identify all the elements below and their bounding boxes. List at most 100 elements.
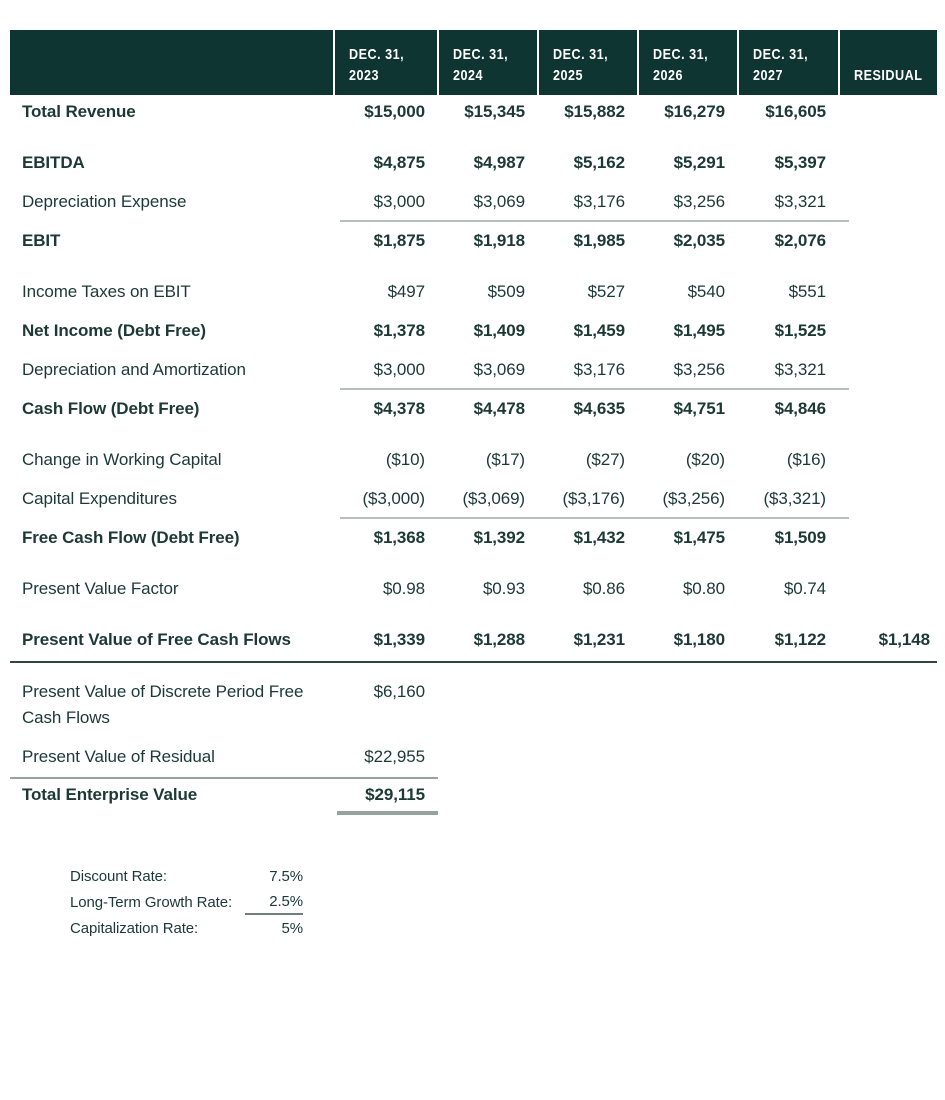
- row-label: Total Revenue: [22, 102, 136, 121]
- total-enterprise-value-row: Total Enterprise Value $29,115: [10, 782, 937, 808]
- cell-2026: $1,475: [673, 528, 726, 547]
- cell-2026: $3,256: [673, 192, 726, 211]
- cell-2027: $0.74: [783, 579, 826, 598]
- cell-2024: $0.93: [482, 579, 525, 598]
- total-rule: [10, 777, 438, 779]
- total-enterprise-value-label: Total Enterprise Value: [22, 785, 198, 804]
- row-label: EBITDA: [22, 153, 85, 172]
- cell-2025: ($3,176): [562, 489, 625, 508]
- cell-2025: $1,231: [573, 630, 626, 649]
- summary-row-value: $22,955: [364, 747, 425, 766]
- cell-2027: ($16): [786, 450, 826, 469]
- column-header-date-line2: 2025: [553, 67, 584, 84]
- table-row: Free Cash Flow (Debt Free) $1,368 $1,392…: [10, 517, 937, 551]
- cell-2023: $4,378: [373, 399, 426, 418]
- cell-2025: $4,635: [573, 399, 626, 418]
- cell-2027: $1,122: [774, 630, 827, 649]
- cell-2026: ($3,256): [662, 489, 725, 508]
- column-header-date: DEC. 31, 2024: [437, 30, 537, 95]
- cell-2027: $3,321: [774, 192, 827, 211]
- column-header-date-line2: 2024: [453, 67, 484, 84]
- row-label: Cash Flow (Debt Free): [22, 399, 200, 418]
- table-header-row: DEC. 31, 2023 DEC. 31, 2024 DEC. 31, 202…: [10, 30, 937, 95]
- dcf-valuation-page: DEC. 31, 2023 DEC. 31, 2024 DEC. 31, 202…: [10, 30, 937, 941]
- table-row: Depreciation and Amortization $3,000 $3,…: [10, 357, 937, 383]
- column-header-date: DEC. 31, 2023: [333, 30, 437, 95]
- table-row: Depreciation Expense $3,000 $3,069 $3,17…: [10, 189, 937, 215]
- cell-2023: $497: [387, 282, 426, 301]
- cell-2025: $1,459: [573, 321, 626, 340]
- cell-2026: $540: [687, 282, 726, 301]
- table-row: EBIT $1,875 $1,918 $1,985 $2,035 $2,076: [10, 220, 937, 254]
- row-label: Free Cash Flow (Debt Free): [22, 528, 240, 547]
- cell-2025: $3,176: [573, 360, 626, 379]
- cell-2024: $1,392: [473, 528, 526, 547]
- column-header-date-line1: DEC. 31,: [453, 46, 509, 63]
- column-header-date: DEC. 31, 2026: [637, 30, 737, 95]
- cell-2023: $15,000: [364, 102, 425, 121]
- cell-2023: $4,875: [373, 153, 426, 172]
- cell-2024: $4,478: [473, 399, 526, 418]
- column-header-date-text: DEC. 31, 2025: [553, 44, 624, 86]
- column-header-date-text: DEC. 31, 2026: [653, 44, 724, 86]
- cell-2025: $0.86: [582, 579, 625, 598]
- cell-2025: $5,162: [573, 153, 626, 172]
- row-label: Present Value of Free Cash Flows: [22, 630, 291, 649]
- assumption-value: 7.5%: [269, 867, 303, 885]
- cell-2023: ($3,000): [362, 489, 425, 508]
- cell-2027: $4,846: [774, 399, 827, 418]
- cell-2027: $1,509: [774, 528, 827, 547]
- table-row: Net Income (Debt Free) $1,378 $1,409 $1,…: [10, 318, 937, 344]
- summary-row: Present Value of Discrete Period Free Ca…: [10, 679, 937, 731]
- cell-residual: $1,148: [878, 630, 931, 649]
- column-header-empty: [10, 30, 333, 95]
- cell-2023: $3,000: [373, 192, 426, 211]
- column-header-residual-text: RESIDUAL: [854, 67, 923, 84]
- cell-2024: $1,918: [473, 231, 526, 250]
- cell-2025: ($27): [585, 450, 625, 469]
- column-header-date-line1: DEC. 31,: [553, 46, 609, 63]
- cell-2024: $3,069: [473, 192, 526, 211]
- table-row: Total Revenue $15,000 $15,345 $15,882 $1…: [10, 99, 937, 125]
- column-header-date-line2: 2027: [753, 67, 784, 84]
- cell-2024: $4,987: [473, 153, 526, 172]
- cell-2023: $1,875: [373, 231, 426, 250]
- cell-2024: ($3,069): [462, 489, 525, 508]
- assumption-row: Discount Rate: 7.5%: [70, 863, 937, 889]
- cell-2027: $551: [788, 282, 827, 301]
- cell-2023: $1,339: [373, 630, 426, 649]
- row-label: Income Taxes on EBIT: [22, 282, 191, 301]
- cell-2026: $4,751: [673, 399, 726, 418]
- cell-2025: $3,176: [573, 192, 626, 211]
- cell-2025: $1,985: [573, 231, 626, 250]
- cell-2026: $16,279: [664, 102, 725, 121]
- column-header-date-text: DEC. 31, 2023: [349, 44, 423, 86]
- assumption-value: 5%: [281, 919, 304, 937]
- table-row: Present Value of Free Cash Flows $1,339 …: [10, 627, 937, 653]
- section-divider-rule: [10, 661, 937, 663]
- row-label: EBIT: [22, 231, 61, 250]
- column-header-date-line1: DEC. 31,: [653, 46, 709, 63]
- cell-2024: $509: [487, 282, 526, 301]
- cell-2026: $0.80: [682, 579, 725, 598]
- table-row: Capital Expenditures ($3,000) ($3,069) (…: [10, 486, 937, 512]
- column-header-date-line2: 2023: [349, 67, 380, 84]
- cell-2026: $1,495: [673, 321, 726, 340]
- row-label: Present Value Factor: [22, 579, 179, 598]
- cell-2025: $15,882: [564, 102, 625, 121]
- table-body: Total Revenue $15,000 $15,345 $15,882 $1…: [10, 99, 937, 653]
- row-label: Depreciation Expense: [22, 192, 187, 211]
- assumption-row: Long-Term Growth Rate: 2.5%: [70, 889, 937, 915]
- cell-2023: $3,000: [373, 360, 426, 379]
- cell-2026: $5,291: [673, 153, 726, 172]
- cell-2024: ($17): [485, 450, 525, 469]
- column-header-date: DEC. 31, 2025: [537, 30, 637, 95]
- summary-row-label: Present Value of Residual: [22, 747, 215, 766]
- assumption-value: 2.5%: [245, 889, 303, 915]
- table-row: Income Taxes on EBIT $497 $509 $527 $540…: [10, 279, 937, 305]
- assumption-row: Capitalization Rate: 5%: [70, 915, 937, 941]
- cell-2027: $3,321: [774, 360, 827, 379]
- total-enterprise-value-amount: $29,115: [365, 785, 425, 804]
- cell-2027: $5,397: [774, 153, 827, 172]
- table-row: Cash Flow (Debt Free) $4,378 $4,478 $4,6…: [10, 388, 937, 422]
